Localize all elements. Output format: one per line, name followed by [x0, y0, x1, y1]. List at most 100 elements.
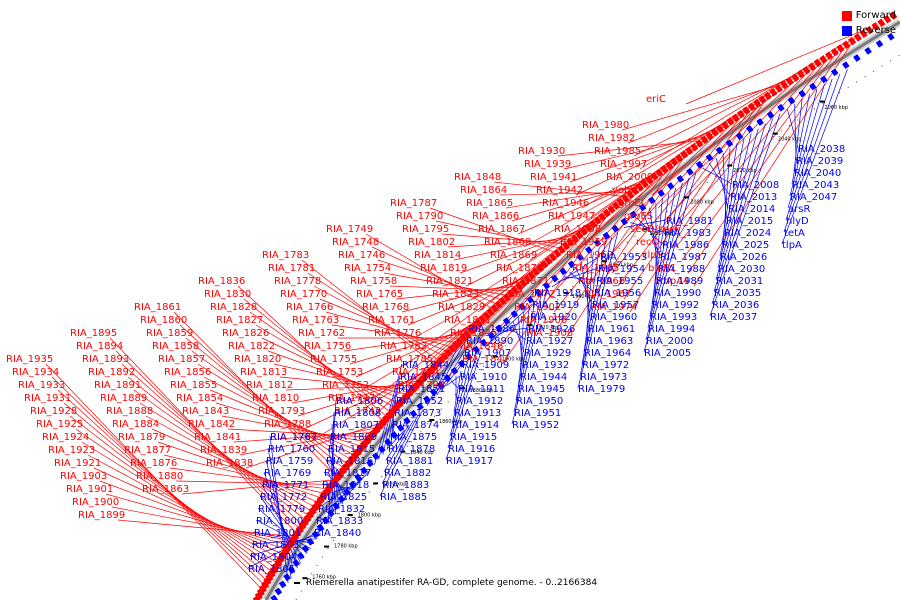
forward-gene-arrow	[527, 271, 536, 280]
forward-gene-arrow	[584, 223, 593, 233]
reverse-gene-label: RIA_1852	[396, 396, 443, 407]
forward-gene-label: RIA_1985	[594, 146, 641, 157]
forward-gene-label: RIA_1752	[322, 380, 369, 391]
reverse-gene-arrow	[316, 523, 325, 532]
forward-leader	[75, 428, 274, 567]
caption-marker	[294, 582, 300, 584]
reverse-gene-arrow	[657, 189, 665, 197]
forward-gene-label: RIA_1812	[246, 380, 293, 391]
forward-gene-arrow	[631, 186, 640, 196]
tick-mark	[601, 260, 607, 263]
tick-mark	[324, 545, 330, 548]
forward-gene-label: RIA_1758	[350, 276, 397, 287]
forward-leader	[349, 329, 469, 365]
forward-gene-arrow	[763, 91, 772, 101]
forward-gene-arrow	[405, 388, 414, 398]
reverse-leader	[453, 370, 462, 413]
reverse-gene-label: RIA_1767	[270, 432, 317, 443]
tick-label: 1860 kbp	[439, 419, 463, 425]
forward-gene-label: RIA_1776	[374, 328, 421, 339]
reverse-gene-label: RIA_1986	[662, 240, 709, 251]
forward-leader	[139, 402, 311, 511]
forward-gene-arrow	[382, 414, 391, 424]
reverse-gene-arrow	[648, 196, 656, 205]
forward-gene-label: RIA_1781	[268, 263, 315, 274]
reverse-leader	[512, 321, 525, 353]
reverse-gene-arrow	[510, 310, 519, 318]
forward-gene-label: RIA_1785	[386, 354, 433, 365]
forward-gene-label: RIA_1819	[420, 263, 467, 274]
forward-gene-arrow	[830, 47, 839, 57]
reverse-gene-label: RIA_2013	[730, 192, 777, 203]
forward-gene-arrow	[640, 179, 649, 189]
reverse-leader	[447, 355, 477, 449]
forward-gene-arrow	[336, 469, 345, 479]
reverse-gene-label: arsR	[788, 204, 810, 215]
reverse-leader	[789, 88, 818, 197]
reverse-gene-label: RIA_2043	[792, 180, 839, 191]
forward-gene-arrow	[753, 98, 762, 108]
forward-gene-arrow	[254, 591, 263, 600]
forward-gene-label: clpS	[642, 250, 663, 261]
forward-gene-arrow	[459, 333, 468, 343]
forward-leader	[617, 97, 760, 287]
forward-gene-arrow	[258, 584, 268, 594]
reverse-gene-arrow	[429, 388, 438, 397]
reverse-gene-label: RIA_1993	[650, 312, 697, 323]
forward-leader	[681, 42, 845, 261]
forward-gene-arrow	[369, 429, 378, 438]
reverse-gene-arrow	[337, 495, 346, 503]
forward-gene-arrow	[281, 547, 290, 557]
forward-gene-label: RIA_1763	[292, 315, 339, 326]
reverse-leader	[255, 519, 311, 549]
reverse-gene-label: RIA_1779	[258, 504, 305, 515]
reverse-gene-arrow	[809, 82, 817, 91]
forward-gene-arrow	[293, 529, 302, 538]
reverse-leader	[449, 360, 472, 437]
reverse-gene-label: RIA_1917	[446, 456, 493, 467]
forward-gene-label: RIA_1822	[228, 341, 275, 352]
forward-leader	[145, 415, 314, 507]
tick-label: 1960 kbp	[610, 263, 634, 269]
forward-gene-arrow	[842, 40, 851, 50]
reverse-leader	[517, 306, 530, 389]
tick-mark	[347, 514, 353, 516]
forward-gene-arrow	[769, 87, 778, 97]
reverse-gene-arrow	[735, 132, 744, 141]
forward-gene-arrow	[422, 370, 431, 380]
forward-gene-arrow	[467, 326, 476, 335]
reverse-gene-label: RIA_1832	[318, 504, 365, 515]
reverse-gene-label: RIA_1972	[582, 360, 629, 371]
reverse-gene-label: RIA_1957	[592, 300, 639, 311]
reverse-gene-label: RIA_1956	[594, 288, 641, 299]
forward-gene-label: RIA_1802	[408, 237, 455, 248]
forward-leader	[87, 454, 279, 559]
reverse-leader	[486, 291, 535, 347]
reverse-gene-label: tlpA	[782, 240, 802, 251]
forward-gene-arrow	[494, 300, 503, 310]
reverse-gene-label: RIA_1806	[336, 396, 383, 407]
reverse-gene-label: RIA_1800	[256, 516, 303, 527]
reverse-gene-label: RIA_1988	[658, 264, 705, 275]
forward-gene-label: RIA_1860	[140, 315, 187, 326]
reverse-gene-arrow	[278, 580, 287, 589]
forward-gene-label: RIA_1933	[18, 380, 65, 391]
reverse-gene-arrow	[611, 224, 620, 233]
forward-leader	[175, 480, 330, 485]
forward-gene-arrows	[252, 11, 898, 600]
reverse-gene-label: RIA_1990	[654, 288, 701, 299]
forward-gene-arrow	[721, 120, 730, 130]
reverse-gene-arrow	[301, 544, 310, 553]
reverse-leader	[519, 311, 525, 377]
forward-gene-arrow	[419, 374, 428, 383]
tick-mark	[400, 450, 406, 453]
forward-gene-label: RIA_1754	[344, 263, 391, 274]
reverse-gene-label: RIA_2005	[644, 348, 691, 359]
forward-gene-label: RIA_1871	[502, 276, 549, 287]
forward-gene-arrow	[341, 462, 351, 472]
reverse-leader	[431, 339, 467, 401]
forward-gene-arrow	[519, 278, 528, 288]
forward-gene-arrow	[415, 377, 424, 387]
forward-gene-arrow	[359, 440, 369, 450]
forward-gene-arrow	[375, 421, 384, 431]
